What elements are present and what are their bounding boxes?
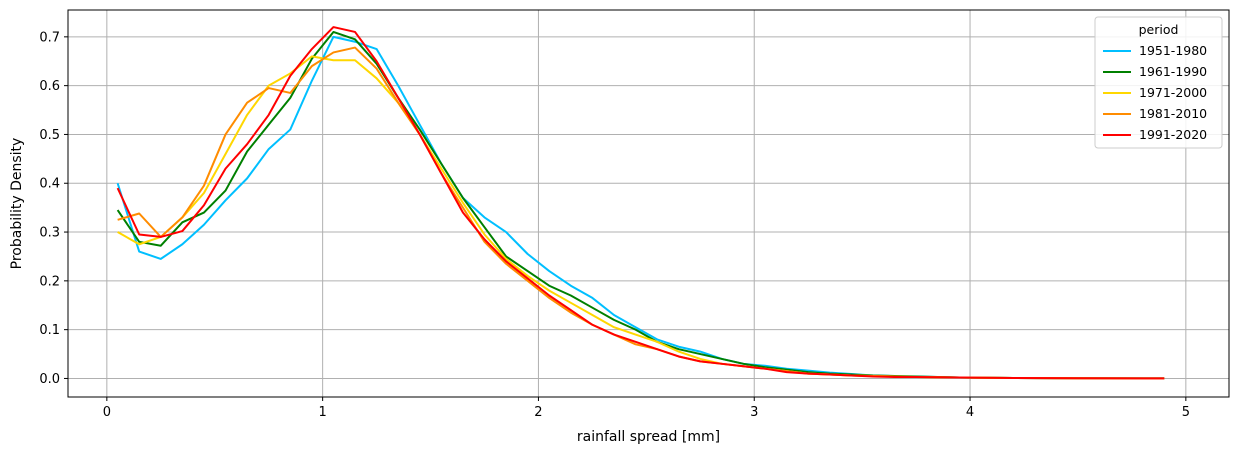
legend-label: 1971-2000 bbox=[1139, 85, 1207, 100]
x-tick-label: 0 bbox=[103, 405, 111, 420]
x-tick-label: 2 bbox=[534, 405, 542, 420]
y-tick-label: 0.6 bbox=[39, 79, 60, 94]
y-tick-label: 0.0 bbox=[39, 372, 60, 387]
x-tick-label: 5 bbox=[1182, 405, 1190, 420]
legend-label: 1961-1990 bbox=[1139, 64, 1207, 79]
y-tick-label: 0.4 bbox=[39, 177, 60, 192]
legend-title: period bbox=[1139, 22, 1179, 37]
series-line-1991-2020 bbox=[116, 26, 1165, 380]
y-tick-label: 0.1 bbox=[39, 323, 60, 338]
legend-items: 1951-1980 1961-1990 1971-2000 1981-2010 1991… bbox=[1103, 43, 1207, 142]
x-tick-label: 4 bbox=[966, 405, 974, 420]
x-tick-label: 3 bbox=[750, 405, 758, 420]
legend-box bbox=[1094, 16, 1223, 149]
series-lines bbox=[116, 26, 1165, 380]
y-tick-label: 0.5 bbox=[39, 128, 60, 143]
axis-ticks: 0 1 2 3 4 5 0.0 0.1 0.2 0.3 0.4 0.5 0.6 0.7 bbox=[39, 30, 1190, 420]
legend: period 1951-1980 1961-1990 1971-2000 1981-2… bbox=[1094, 16, 1223, 149]
legend-label: 1951-1980 bbox=[1139, 43, 1207, 58]
y-tick-label: 0.7 bbox=[39, 30, 60, 45]
series-line-1961-1990 bbox=[116, 30, 1165, 380]
legend-label: 1991-2020 bbox=[1139, 127, 1207, 142]
legend-label: 1981-2010 bbox=[1139, 106, 1207, 121]
plot-frame bbox=[67, 9, 1230, 398]
x-axis-label: rainfall spread [mm] bbox=[577, 429, 720, 445]
y-tick-label: 0.3 bbox=[39, 226, 60, 241]
y-tick-label: 0.2 bbox=[39, 274, 60, 289]
x-tick-label: 1 bbox=[319, 405, 327, 420]
series-line-1981-2010 bbox=[117, 46, 1165, 380]
y-axis-label: Probability Density bbox=[9, 138, 25, 270]
series-line-1951-1980 bbox=[116, 35, 1165, 380]
